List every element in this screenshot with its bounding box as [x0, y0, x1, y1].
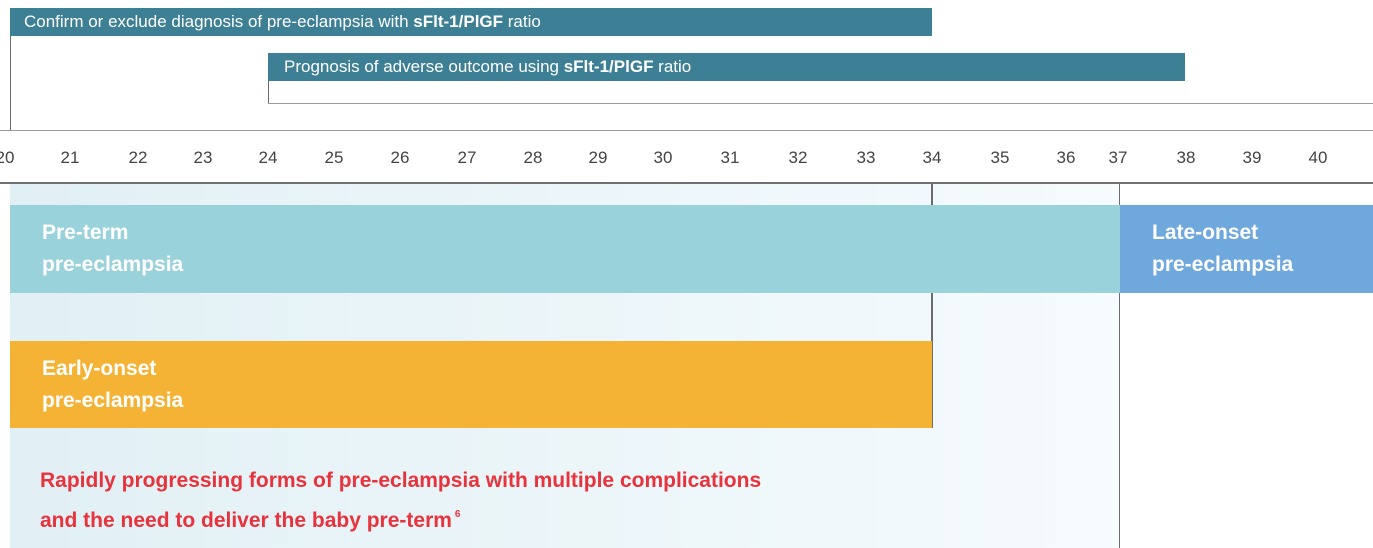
separator: [931, 184, 933, 428]
prognosis-bar: Prognosis of adverse outcome using sFlt-…: [268, 53, 1185, 81]
week-label: 38: [1176, 148, 1196, 167]
bar-text-bold: sFlt-1/PlGF: [563, 57, 654, 76]
week-label: 35: [990, 148, 1010, 167]
band-label: pre-eclampsia: [42, 389, 184, 412]
bar-text: ratio: [503, 12, 541, 31]
week-label: 40: [1308, 148, 1328, 167]
week-label: 33: [856, 148, 876, 167]
bracket-line: [268, 103, 1373, 104]
band-label: Early-onset: [42, 357, 157, 380]
early-onset-band: Early-onset pre-eclampsia: [10, 341, 932, 428]
bar-text: Confirm or exclude diagnosis of pre-ecla…: [24, 12, 414, 31]
note-line: and the need to deliver the baby pre-ter…: [40, 509, 452, 532]
band-label: Late-onset: [1152, 221, 1259, 244]
reference: 6: [454, 509, 461, 520]
week-label: 29: [588, 148, 608, 167]
bar-text-bold: sFlt-1/PlGF: [413, 12, 504, 31]
bracket-line: [0, 130, 1373, 131]
band-label: pre-eclampsia: [42, 253, 184, 276]
bracket-line: [268, 80, 269, 103]
week-label: 39: [1242, 148, 1262, 167]
week-label: 28: [523, 148, 543, 167]
bracket-line: [10, 8, 11, 130]
week-label: 34: [922, 148, 942, 167]
week-label: 31: [720, 148, 740, 167]
bar-text: Prognosis of adverse outcome using: [284, 57, 564, 76]
week-label: 20: [0, 148, 15, 167]
week-label: 37: [1108, 148, 1128, 167]
week-label: 24: [258, 148, 278, 167]
axis-line: [0, 182, 1373, 184]
week-label: 27: [457, 148, 477, 167]
week-label: 36: [1056, 148, 1076, 167]
note-line: Rapidly progressing forms of pre-eclamps…: [40, 469, 762, 492]
pre-term-band: Pre-term pre-eclampsia: [10, 205, 1120, 293]
diagnosis-bar: Confirm or exclude diagnosis of pre-ecla…: [10, 8, 932, 36]
band-label: Pre-term: [42, 221, 129, 244]
note-line-2: and the need to deliver the baby pre-ter…: [40, 498, 761, 538]
week-label: 21: [60, 148, 80, 167]
week-label: 26: [390, 148, 410, 167]
week-label: 25: [324, 148, 344, 167]
band-label: pre-eclampsia: [1152, 253, 1294, 276]
late-onset-band: Late-onset pre-eclampsia: [1120, 205, 1373, 293]
note: Rapidly progressing forms of pre-eclamps…: [40, 464, 761, 538]
bar-text: ratio: [653, 57, 692, 76]
week-label: 22: [128, 148, 148, 167]
week-label: 30: [653, 148, 673, 167]
week-label: 32: [788, 148, 808, 167]
separator: [1119, 184, 1120, 548]
week-label: 23: [193, 148, 213, 167]
